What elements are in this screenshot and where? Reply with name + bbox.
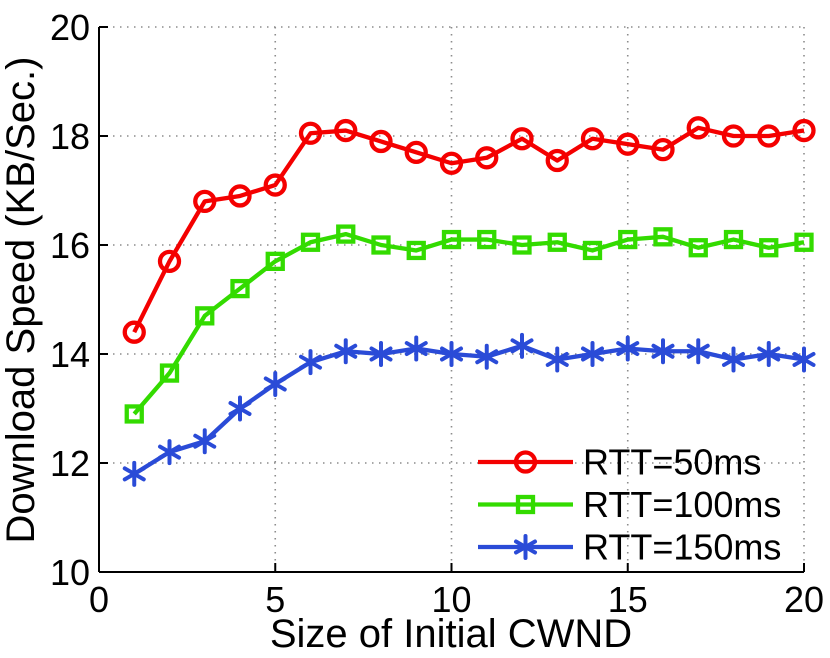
data-point-marker-square: [547, 232, 567, 252]
data-point-marker-square: [688, 238, 708, 258]
x-tick-label: 10: [431, 579, 471, 620]
data-point-marker-asterisk: [475, 343, 499, 370]
series-rtt-50ms: [122, 116, 816, 344]
data-point-marker-circle: [616, 132, 640, 156]
data-point-marker-square: [515, 494, 536, 515]
legend-entry-rtt-50ms: RTT=50ms: [478, 442, 761, 483]
data-point-marker-circle: [298, 121, 323, 145]
data-point-marker-square: [230, 278, 250, 299]
data-point-marker-circle: [721, 124, 746, 148]
data-point-marker-asterisk: [263, 370, 287, 397]
data-point-marker-square: [582, 240, 603, 261]
data-point-marker-square: [618, 229, 638, 250]
data-point-marker-asterisk: [404, 335, 428, 362]
x-tick-label: 20: [784, 579, 824, 620]
data-point-marker-square: [124, 404, 144, 424]
x-tick-label: 15: [608, 579, 648, 620]
data-point-marker-square: [159, 363, 180, 383]
data-point-marker-asterisk: [122, 460, 146, 487]
data-point-marker-circle: [439, 151, 464, 175]
data-point-marker-asterisk: [369, 341, 393, 367]
data-point-marker-asterisk: [228, 395, 252, 422]
data-point-marker-circle: [545, 148, 569, 173]
data-point-marker-asterisk: [299, 349, 322, 376]
data-point-marker-square: [300, 232, 321, 252]
data-point-marker-square: [265, 251, 285, 272]
data-point-marker-circle: [792, 118, 816, 143]
legend-entry-rtt-150ms: RTT=150ms: [478, 527, 781, 568]
y-tick-label: 16: [50, 225, 90, 266]
data-point-marker-square: [336, 224, 356, 244]
data-point-marker-asterisk: [545, 346, 569, 373]
data-point-marker-asterisk: [334, 338, 358, 365]
data-point-marker-asterisk: [686, 338, 710, 365]
data-point-marker-circle: [513, 450, 538, 474]
data-point-marker-square: [653, 227, 673, 247]
x-axis-label: Size of Initial CWND: [270, 612, 632, 656]
legend-label: RTT=50ms: [583, 442, 761, 483]
data-point-marker-square: [723, 229, 744, 250]
data-point-marker-circle: [686, 116, 710, 140]
data-point-marker-circle: [369, 129, 393, 154]
series-rtt-150ms: [122, 332, 816, 487]
data-point-marker-asterisk: [651, 338, 675, 365]
series-rtt-100ms: [124, 224, 814, 424]
data-point-marker-square: [512, 235, 532, 255]
y-tick-label: 14: [50, 334, 90, 375]
legend-label: RTT=100ms: [583, 484, 781, 525]
y-tick-label: 20: [50, 7, 90, 48]
y-axis-label: Download Speed (KB/Sec.): [0, 57, 43, 544]
data-point-marker-square: [794, 232, 814, 252]
legend-label: RTT=150ms: [583, 527, 781, 568]
data-point-marker-circle: [757, 124, 781, 148]
data-point-marker-circle: [580, 127, 605, 151]
data-point-marker-square: [441, 229, 462, 250]
data-point-marker-circle: [475, 146, 499, 170]
data-point-marker-square: [371, 235, 391, 255]
data-point-marker-circle: [193, 189, 217, 214]
data-point-marker-circle: [334, 118, 358, 143]
series-line: [132, 125, 805, 334]
data-point-marker-circle: [651, 137, 675, 162]
axes: [98, 26, 805, 573]
data-point-marker-asterisk: [616, 335, 640, 362]
x-tick-label: 5: [265, 579, 285, 620]
data-point-marker-asterisk: [514, 534, 537, 560]
legend-entry-rtt-100ms: RTT=100ms: [478, 484, 781, 525]
data-point-marker-asterisk: [581, 341, 604, 367]
data-point-marker-asterisk: [193, 428, 217, 455]
data-point-marker-asterisk: [792, 346, 816, 373]
y-tick-label: 12: [50, 443, 90, 484]
data-point-marker-square: [477, 229, 497, 250]
data-point-marker-circle: [228, 184, 252, 208]
data-point-marker-circle: [263, 173, 287, 197]
data-point-marker-asterisk: [722, 346, 745, 373]
data-point-marker-asterisk: [757, 341, 781, 367]
data-series: [122, 116, 816, 487]
data-point-marker-square: [759, 238, 779, 258]
tick-labels: 0 5 10 15 20 10 12 14 16 18 20: [50, 7, 824, 620]
data-point-marker-square: [406, 240, 426, 261]
data-point-marker-square: [195, 306, 215, 326]
data-point-marker-asterisk: [440, 341, 463, 367]
data-point-marker-circle: [122, 320, 146, 344]
series-line: [132, 231, 805, 416]
data-point-marker-asterisk: [158, 439, 181, 466]
y-tick-label: 18: [50, 116, 90, 157]
data-point-marker-asterisk: [510, 332, 534, 359]
data-point-marker-circle: [510, 127, 534, 151]
data-point-marker-circle: [404, 140, 428, 165]
x-tick-label: 0: [89, 579, 109, 620]
y-tick-label: 10: [50, 552, 90, 593]
data-point-marker-circle: [157, 249, 182, 274]
